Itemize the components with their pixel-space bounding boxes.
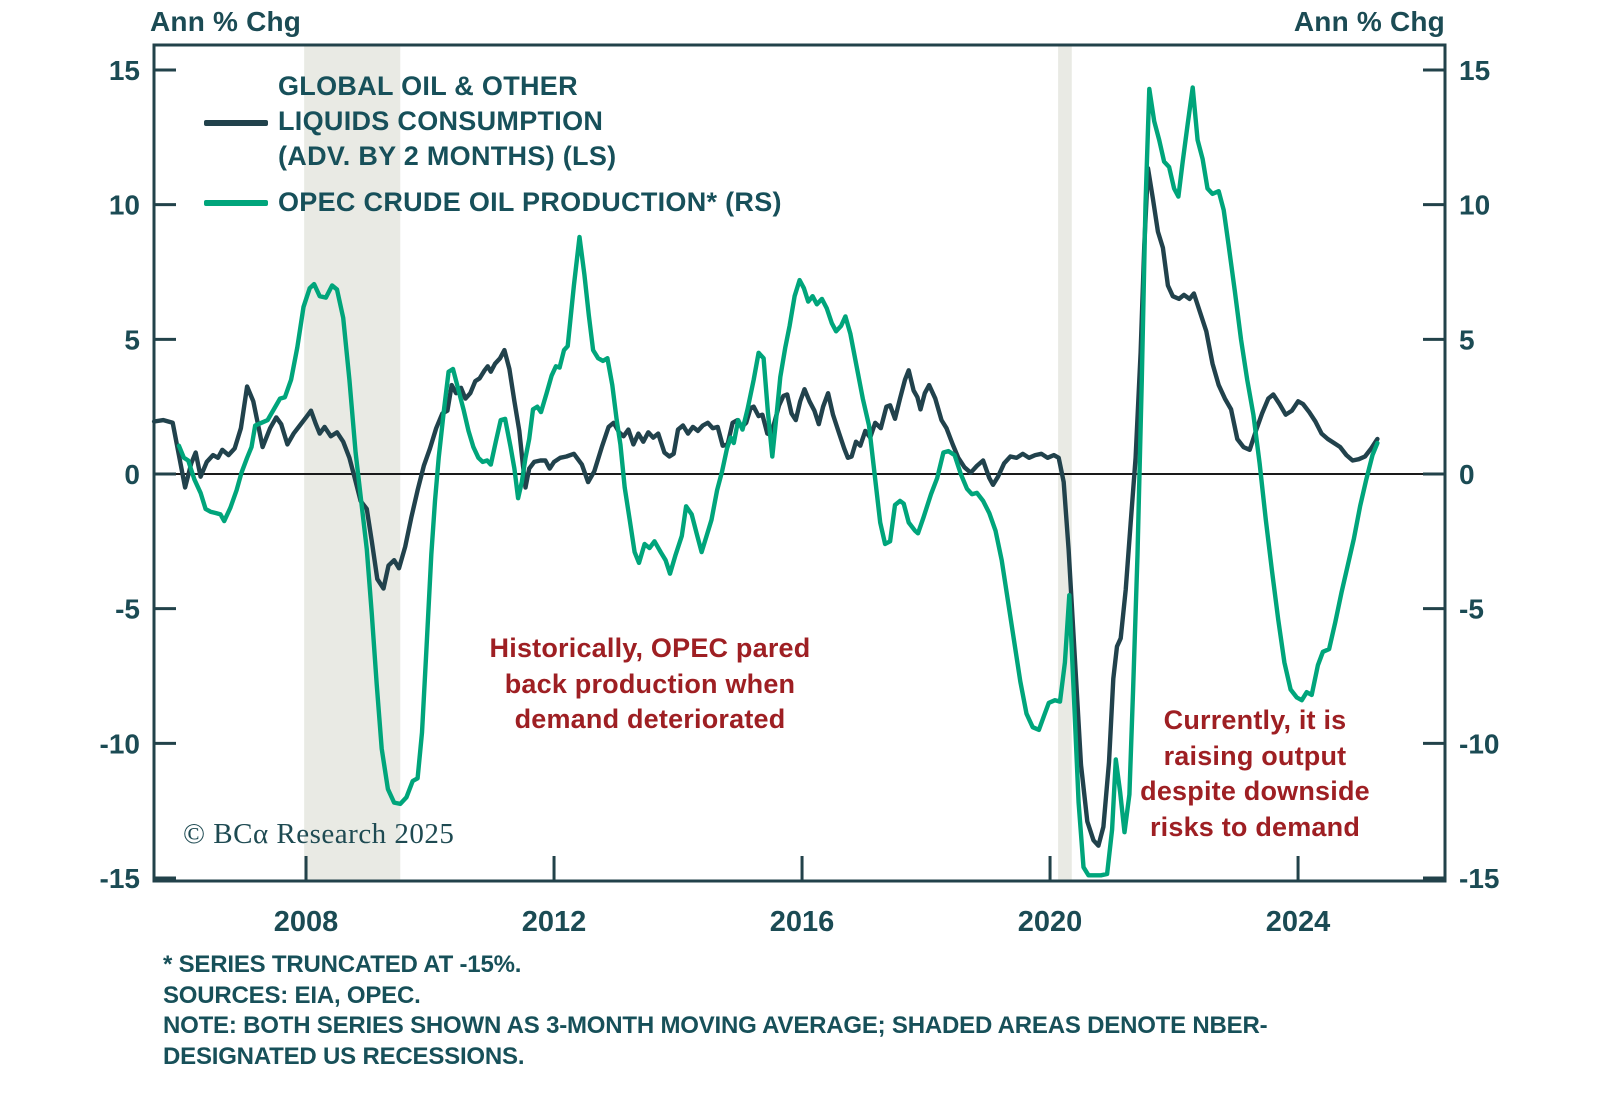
legend-label-opec: OPEC CRUDE OIL PRODUCTION* (RS) [278, 187, 782, 217]
legend-label-consumption: GLOBAL OIL & OTHER LIQUIDS CONSUMPTION (… [278, 69, 616, 174]
legend-line: GLOBAL OIL & OTHER [278, 71, 578, 101]
footnote-line: * SERIES TRUNCATED AT -15%. [163, 951, 522, 978]
x-tick-label: 2008 [274, 906, 339, 938]
footnotes: * SERIES TRUNCATED AT -15%. SOURCES: EIA… [163, 950, 1268, 1072]
footnote-line: NOTE: BOTH SERIES SHOWN AS 3-MONTH MOVIN… [163, 1012, 1268, 1039]
y-tick-label-right: 0 [1459, 459, 1475, 490]
y-tick-label-right: -10 [1459, 728, 1499, 759]
y-axis-unit-left: Ann % Chg [150, 6, 302, 37]
footnote-line: DESIGNATED US RECESSIONS. [163, 1042, 525, 1070]
annotation-line: risks to demand [1149, 811, 1361, 842]
y-tick-label-right: 5 [1459, 324, 1475, 355]
annotation-historical: Historically, OPEC pared back production… [470, 631, 830, 738]
footnote-line: SOURCES: EIA, OPEC. [163, 981, 421, 1009]
y-tick-label-left: 0 [124, 459, 140, 490]
opec-production-line [176, 85, 1380, 878]
legend-swatch-consumption [204, 120, 268, 126]
annotation-line: despite downside [1140, 776, 1370, 806]
plot-frame [152, 43, 1447, 883]
y-tick-label-left: -15 [100, 863, 140, 894]
legend-line: LIQUIDS CONSUMPTION [278, 106, 604, 136]
y-axis-unit-right: Ann % Chg [1293, 6, 1445, 37]
y-tick-label-left: 10 [109, 190, 140, 221]
y-tick-label-left: 5 [124, 324, 140, 355]
y-tick-label-left: -5 [115, 594, 140, 625]
annotation-line: Currently, it is [1163, 705, 1347, 735]
x-tick-label: 2024 [1266, 906, 1331, 938]
y-tick-label-left: 15 [109, 55, 140, 86]
y-tick-label-right: 10 [1459, 190, 1490, 221]
y-tick-label-left: -10 [100, 728, 140, 759]
annotation-current: Currently, it is raising output despite … [1075, 703, 1435, 845]
annotation-line: demand deteriorated [514, 704, 786, 734]
x-tick-label: 2020 [1018, 906, 1083, 938]
legend-line: (ADV. BY 2 MONTHS) (LS) [278, 141, 617, 171]
copyright-text: © BCα Research 2025 [183, 818, 455, 850]
x-tick-label: 2012 [522, 906, 587, 938]
annotation-line: Historically, OPEC pared [489, 633, 811, 663]
x-tick-label: 2016 [770, 906, 835, 938]
legend-swatch-opec [204, 200, 268, 206]
annotation-line: raising output [1163, 740, 1347, 771]
y-tick-label-right: -15 [1459, 863, 1499, 894]
y-tick-label-right: 15 [1459, 55, 1490, 86]
y-tick-label-right: -5 [1459, 594, 1484, 625]
annotation-line: back production when [504, 668, 796, 699]
